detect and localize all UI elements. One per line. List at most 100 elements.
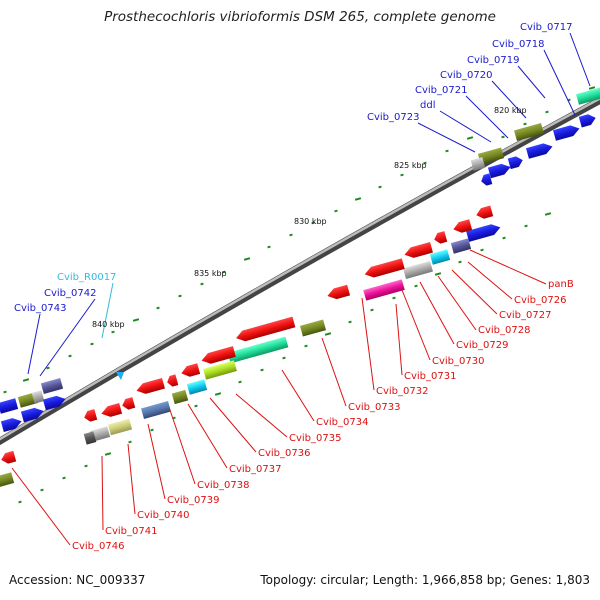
scale-label-825: 825 kbp bbox=[394, 161, 427, 170]
gene-cvib-0717-fwd bbox=[578, 114, 596, 128]
cvib-0737-label: Cvib_0737 bbox=[229, 464, 281, 475]
cvib-0726-leader bbox=[467, 261, 513, 300]
scale-tick bbox=[222, 270, 226, 274]
scale-tick bbox=[214, 392, 222, 396]
cvib-0719-leader bbox=[517, 65, 546, 99]
map-title: Prosthecochloris vibrioformis DSM 265, c… bbox=[104, 9, 496, 25]
gene-cvib-0725 bbox=[476, 205, 494, 219]
scale-tick bbox=[111, 330, 115, 334]
cvib-0721-label: Cvib_0721 bbox=[415, 85, 467, 96]
gene-cvib-0739-r bbox=[122, 397, 136, 410]
gene-cvib-0732 bbox=[327, 284, 351, 300]
scale-tick bbox=[378, 185, 382, 189]
scale-tick bbox=[62, 476, 66, 480]
scale-tick bbox=[434, 272, 442, 276]
cvib-0731-leader bbox=[395, 303, 403, 376]
cvib-0728-label: Cvib_0728 bbox=[478, 325, 530, 336]
cvib-0720-label: Cvib_0720 bbox=[440, 70, 492, 81]
cvib-0746-label: Cvib_0746 bbox=[72, 541, 124, 552]
scale-tick bbox=[156, 306, 160, 310]
cvib-0719-label: Cvib_0719 bbox=[467, 55, 519, 66]
gene-cvib-0720 bbox=[514, 122, 544, 142]
cvib-0733-leader bbox=[321, 337, 347, 407]
gene-cvib-0717 bbox=[575, 87, 600, 105]
gene-cvib-0737-a bbox=[186, 379, 208, 395]
scale-tick bbox=[267, 245, 271, 249]
cvib-r0017-leader bbox=[101, 282, 114, 339]
gene-cvib-0727-r bbox=[434, 231, 448, 244]
cvib-0746-leader bbox=[11, 467, 71, 546]
cvib-0729-label: Cvib_0729 bbox=[456, 340, 508, 351]
gene-cvib-r0017 bbox=[116, 372, 124, 380]
scale-tick bbox=[104, 452, 112, 456]
scale-tick bbox=[480, 248, 484, 252]
scale-tick bbox=[178, 294, 182, 298]
cvib-0743-label: Cvib_0743 bbox=[14, 303, 66, 314]
cvib-0732-label: Cvib_0732 bbox=[376, 386, 428, 397]
scale-tick bbox=[150, 428, 154, 432]
cvib-0717-label: Cvib_0717 bbox=[520, 22, 572, 33]
gene-cvib-0735 bbox=[203, 360, 237, 380]
gene-cvib-0721 bbox=[487, 163, 511, 179]
gene-panb bbox=[466, 224, 501, 242]
cvib-0736-label: Cvib_0736 bbox=[258, 448, 310, 459]
scale-tick bbox=[260, 368, 264, 372]
cvib-0740-label: Cvib_0740 bbox=[137, 510, 189, 521]
gene-cvib-0723-fwd bbox=[481, 173, 493, 186]
gene-cvib-0740-b bbox=[107, 418, 133, 436]
cvib-0720-leader bbox=[491, 80, 527, 119]
cvib-0740-leader bbox=[127, 443, 136, 515]
scale-tick bbox=[289, 233, 293, 237]
scale-tick bbox=[132, 318, 140, 322]
scale-tick bbox=[545, 110, 549, 114]
ddl-leader bbox=[439, 110, 492, 143]
cvib-0731-label: Cvib_0731 bbox=[404, 371, 456, 382]
gene-cvib-0741 bbox=[84, 409, 98, 422]
cvib-0723-leader bbox=[417, 122, 476, 153]
scale-label-835: 835 kbp bbox=[194, 269, 227, 278]
cvib-0738-label: Cvib_0738 bbox=[197, 480, 249, 491]
scale-tick bbox=[243, 257, 251, 261]
cvib-0718-label: Cvib_0718 bbox=[492, 39, 544, 50]
cvib-0732-leader bbox=[361, 297, 375, 391]
scale-tick bbox=[311, 221, 315, 225]
scale-tick bbox=[22, 378, 30, 382]
scale-tick bbox=[370, 308, 374, 312]
cvib-0730-leader bbox=[401, 289, 431, 361]
scale-tick bbox=[194, 404, 198, 408]
cvib-0730-label: Cvib_0730 bbox=[432, 356, 484, 367]
gene-cvib-0738-r bbox=[167, 374, 179, 387]
cvib-0728-leader bbox=[437, 275, 477, 331]
scale-tick bbox=[304, 344, 308, 348]
gene-cvib-0736 bbox=[201, 346, 236, 364]
scale-tick bbox=[18, 500, 22, 504]
scale-tick bbox=[324, 332, 332, 336]
ddl-label: ddl bbox=[420, 100, 435, 111]
gene-cvib-0733 bbox=[299, 319, 327, 337]
gene-cvib-0739 bbox=[141, 400, 171, 420]
gene-cvib-0731 bbox=[364, 258, 405, 278]
gene-cvib-0723 bbox=[470, 157, 486, 171]
cvib-0741-leader bbox=[101, 455, 104, 531]
gene-cvib-0719 bbox=[525, 143, 553, 159]
scale-label-830: 830 kbp bbox=[294, 217, 327, 226]
gene-cvib-0718 bbox=[552, 125, 580, 141]
cvib-0726-label: Cvib_0726 bbox=[514, 295, 566, 306]
genome-backbone-highlight bbox=[0, 96, 600, 441]
scale-tick bbox=[392, 296, 396, 300]
cvib-0727-label: Cvib_0727 bbox=[499, 310, 551, 321]
scale-tick bbox=[524, 224, 528, 228]
scale-tick bbox=[588, 86, 596, 90]
cvib-0727-leader bbox=[451, 269, 498, 315]
scale-tick bbox=[458, 260, 462, 264]
scale-tick bbox=[68, 354, 72, 358]
gene-cvib-0742 bbox=[40, 378, 64, 394]
scale-tick bbox=[354, 197, 362, 201]
scale-tick bbox=[523, 122, 527, 126]
cvib-0742-label: Cvib_0742 bbox=[44, 288, 96, 299]
scale-tick bbox=[348, 320, 352, 324]
gene-cvib-0746 bbox=[1, 450, 17, 464]
cvib-0735-leader bbox=[235, 393, 288, 438]
cvib-0736-leader bbox=[209, 397, 257, 453]
cvib-0721-leader bbox=[465, 95, 509, 139]
